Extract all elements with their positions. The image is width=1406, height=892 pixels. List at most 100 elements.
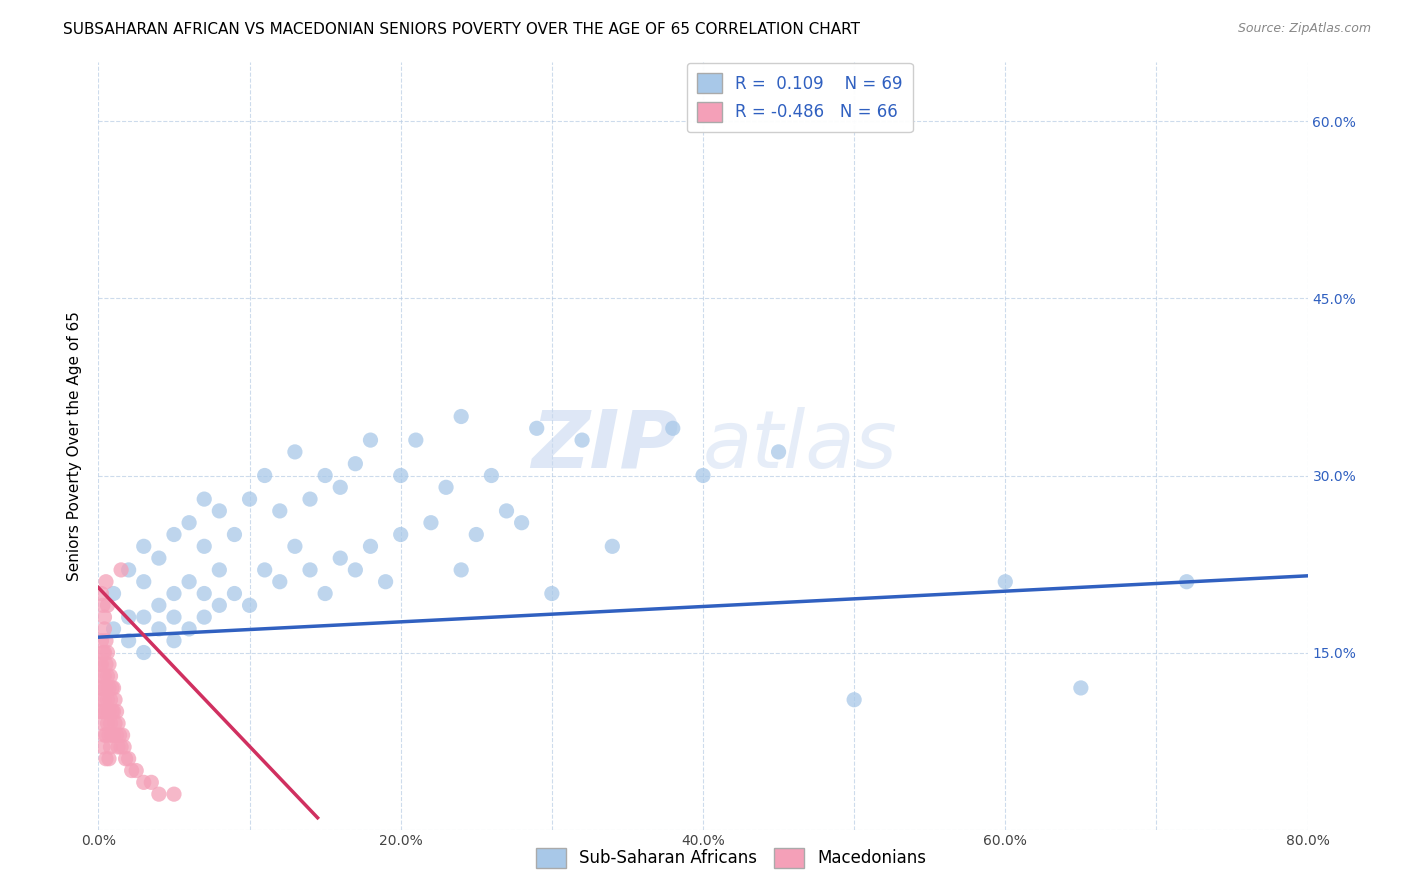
Point xyxy=(602,539,624,553)
Point xyxy=(105,705,128,719)
Point xyxy=(89,681,111,695)
Point xyxy=(329,551,352,566)
Point xyxy=(118,752,141,766)
Point xyxy=(132,610,155,624)
Point xyxy=(89,657,111,672)
Point xyxy=(101,681,124,695)
Point xyxy=(96,646,118,660)
Point xyxy=(253,563,276,577)
Point xyxy=(100,669,122,683)
Point xyxy=(179,622,201,636)
Point xyxy=(163,610,186,624)
Point xyxy=(148,551,170,566)
Point xyxy=(132,775,155,789)
Point xyxy=(360,539,382,553)
Point xyxy=(96,599,118,613)
Point xyxy=(90,633,112,648)
Point xyxy=(994,574,1017,589)
Point xyxy=(540,586,562,600)
Point xyxy=(107,739,129,754)
Point xyxy=(163,586,186,600)
Point xyxy=(100,739,122,754)
Point xyxy=(103,705,125,719)
Point xyxy=(98,681,121,695)
Point xyxy=(107,716,129,731)
Point xyxy=(96,692,118,706)
Point xyxy=(125,764,148,778)
Point xyxy=(94,752,117,766)
Point xyxy=(114,752,136,766)
Point xyxy=(148,599,170,613)
Point xyxy=(1070,681,1092,695)
Point xyxy=(112,739,135,754)
Legend: R =  0.109    N = 69, R = -0.486   N = 66: R = 0.109 N = 69, R = -0.486 N = 66 xyxy=(686,63,912,132)
Point xyxy=(91,646,114,660)
Point xyxy=(344,563,367,577)
Point xyxy=(91,716,114,731)
Point xyxy=(148,622,170,636)
Point xyxy=(91,739,114,754)
Point xyxy=(96,669,118,683)
Point xyxy=(118,563,141,577)
Point xyxy=(450,563,472,577)
Point xyxy=(179,574,201,589)
Point xyxy=(179,516,201,530)
Point xyxy=(224,527,246,541)
Point xyxy=(96,716,118,731)
Point xyxy=(90,657,112,672)
Text: Source: ZipAtlas.com: Source: ZipAtlas.com xyxy=(1237,22,1371,36)
Y-axis label: Seniors Poverty Over the Age of 65: Seniors Poverty Over the Age of 65 xyxy=(67,311,83,581)
Point xyxy=(103,728,125,742)
Point xyxy=(93,692,115,706)
Point xyxy=(465,527,488,541)
Point xyxy=(105,728,128,742)
Point xyxy=(269,574,291,589)
Point xyxy=(98,705,121,719)
Point xyxy=(110,563,132,577)
Point xyxy=(91,669,114,683)
Point xyxy=(389,468,412,483)
Text: SUBSAHARAN AFRICAN VS MACEDONIAN SENIORS POVERTY OVER THE AGE OF 65 CORRELATION : SUBSAHARAN AFRICAN VS MACEDONIAN SENIORS… xyxy=(63,22,860,37)
Point xyxy=(91,692,114,706)
Point xyxy=(141,775,163,789)
Point xyxy=(239,492,262,507)
Point xyxy=(103,681,125,695)
Point xyxy=(510,516,533,530)
Point xyxy=(104,692,127,706)
Point xyxy=(93,646,115,660)
Point xyxy=(108,728,131,742)
Point xyxy=(100,692,122,706)
Point xyxy=(314,586,336,600)
Point xyxy=(90,681,112,695)
Point xyxy=(132,574,155,589)
Point xyxy=(94,705,117,719)
Point xyxy=(93,728,115,742)
Point xyxy=(100,716,122,731)
Point xyxy=(224,586,246,600)
Point xyxy=(111,728,134,742)
Point xyxy=(1175,574,1198,589)
Point xyxy=(93,622,115,636)
Point xyxy=(434,480,457,494)
Point xyxy=(374,574,396,589)
Point xyxy=(101,705,124,719)
Point xyxy=(90,705,112,719)
Point xyxy=(91,599,114,613)
Point xyxy=(163,633,186,648)
Point xyxy=(110,739,132,754)
Point xyxy=(94,681,117,695)
Point xyxy=(299,492,322,507)
Text: ZIP: ZIP xyxy=(531,407,679,485)
Point xyxy=(360,433,382,447)
Point xyxy=(253,468,276,483)
Point xyxy=(94,633,117,648)
Point xyxy=(89,705,111,719)
Point xyxy=(90,586,112,600)
Point xyxy=(148,787,170,801)
Point xyxy=(94,728,117,742)
Text: atlas: atlas xyxy=(703,407,898,485)
Point xyxy=(98,657,121,672)
Point xyxy=(98,728,121,742)
Point xyxy=(420,516,443,530)
Point xyxy=(571,433,593,447)
